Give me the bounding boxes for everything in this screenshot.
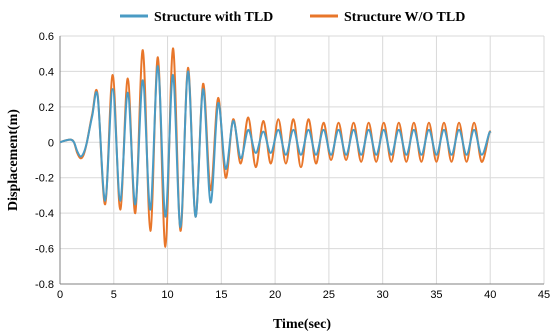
legend: Structure with TLD Structure W/O TLD <box>120 10 465 25</box>
y-tick-label: 0 <box>48 137 54 149</box>
x-tick-label: 45 <box>538 289 550 301</box>
x-tick-label: 30 <box>377 289 389 301</box>
x-tick-label: 35 <box>430 289 442 301</box>
x-tick-label: 20 <box>269 289 281 301</box>
x-tick-label: 40 <box>484 289 496 301</box>
series-lines <box>59 47 492 248</box>
x-axis-title: Time(sec) <box>273 317 331 332</box>
y-tick-label: -0.6 <box>35 244 54 256</box>
x-tick-label: 15 <box>215 289 227 301</box>
axes: 0 5 10 15 20 25 30 35 40 45 -0.8 -0.6 -0.4 -0.2 0 0.2 0.… <box>35 31 550 301</box>
legend-label: Structure W/O TLD <box>344 10 465 25</box>
y-tick-label: -0.8 <box>35 279 54 291</box>
y-tick-label: 0.6 <box>39 31 54 43</box>
x-tick-label: 5 <box>111 289 117 301</box>
legend-label: Structure with TLD <box>154 10 273 25</box>
series-line-with-tld <box>59 65 492 229</box>
y-axis-title: Displacement(m) <box>6 109 21 211</box>
x-tick-label: 0 <box>57 289 63 301</box>
series-line-without-tld <box>59 47 492 248</box>
y-tick-label: 0.4 <box>39 66 54 78</box>
x-tick-label: 25 <box>323 289 335 301</box>
x-tick-label: 10 <box>161 289 173 301</box>
y-tick-label: 0.2 <box>39 102 54 114</box>
y-tick-label: -0.4 <box>35 208 54 220</box>
y-tick-label: -0.2 <box>35 173 54 185</box>
